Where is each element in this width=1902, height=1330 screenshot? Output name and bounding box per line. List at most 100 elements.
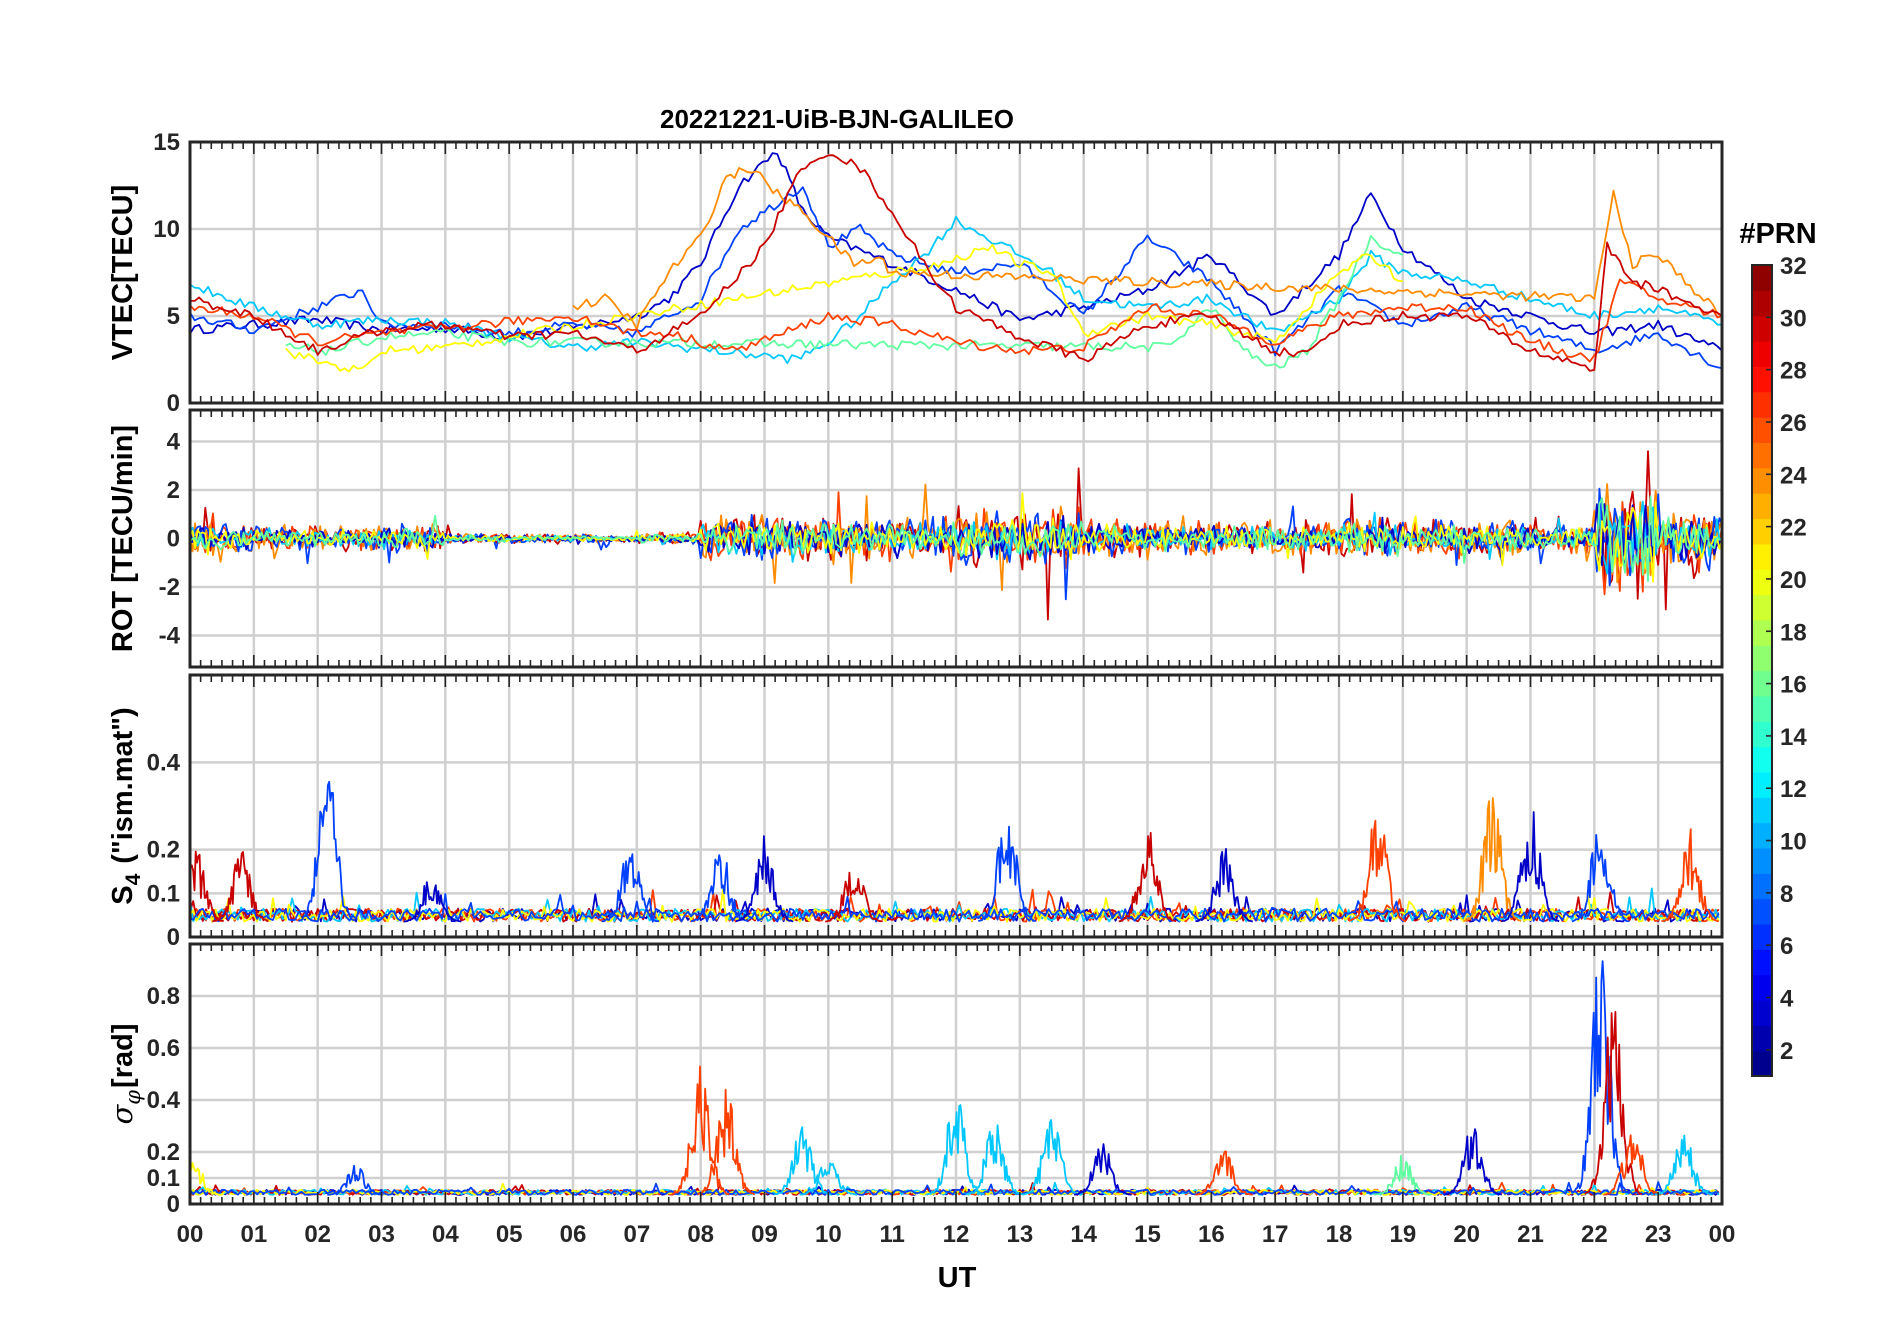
- panel-s4: 0 0.1 0.2 0.4S4("ism.mat"): [107, 673, 1724, 951]
- x-axis-label: UT: [938, 1262, 977, 1294]
- colorbar-segment: [1752, 949, 1772, 976]
- chart-title: 20221221-UiB-BJN-GALILEO: [660, 104, 1014, 134]
- baseline-trace: [190, 893, 1720, 923]
- y-tick-label: 10: [153, 216, 180, 243]
- x-tick-label: 09: [751, 1221, 778, 1248]
- panel-sigma-phi: 00.10.2 0.4 0.6 0.8σφ[rad]: [105, 942, 1724, 1218]
- y-tick-label: 4: [167, 429, 181, 456]
- colorbar-segment: [1752, 391, 1772, 418]
- colorbar-segment: [1752, 315, 1772, 342]
- rot-trace: [190, 495, 1722, 582]
- y-axis-label-vtec: VTEC[TECU]: [107, 185, 139, 361]
- x-tick-label: 20: [1453, 1221, 1480, 1248]
- burst-trace: [327, 1164, 384, 1196]
- colorbar-segment: [1752, 442, 1772, 469]
- y-tick-label: 0.1: [147, 1165, 180, 1192]
- colorbar-segment: [1752, 518, 1772, 545]
- y-tick-label: 2: [167, 477, 180, 504]
- burst-trace: [1348, 819, 1407, 923]
- colorbar-segment: [1752, 569, 1772, 596]
- y-tick-label: -2: [159, 574, 180, 601]
- y-tick-label: -4: [159, 622, 181, 649]
- x-tick-label: 23: [1645, 1221, 1672, 1248]
- colorbar-segment: [1752, 873, 1772, 900]
- burst-trace: [773, 1126, 832, 1196]
- burst-trace: [1571, 834, 1630, 923]
- y-tick-label: 0.4: [147, 1087, 181, 1114]
- colorbar-segment: [1752, 341, 1772, 367]
- burst-trace: [601, 853, 660, 923]
- vtec-trace-prn-5: [190, 186, 1722, 370]
- burst-trace: [735, 835, 794, 923]
- vtec-trace-prn-30: [190, 154, 1722, 372]
- burst-trace: [1195, 1150, 1253, 1196]
- y-tick-label: 0.8: [147, 983, 180, 1010]
- colorbar-segment: [1752, 670, 1772, 697]
- x-tick-label: 02: [304, 1221, 331, 1248]
- x-tick-label: 13: [1006, 1221, 1033, 1248]
- colorbar-segment: [1752, 746, 1772, 773]
- y-axis-label-sigma_phi: σφ[rad]: [105, 1024, 145, 1125]
- colorbar-segment: [1752, 695, 1772, 722]
- axes-frame: [188, 942, 1724, 1206]
- vtec-trace-prn-11: [190, 215, 1722, 365]
- burst-trace: [1444, 1128, 1503, 1196]
- colorbar-tick-label: 2: [1780, 1038, 1793, 1065]
- x-tick-label: 21: [1517, 1221, 1544, 1248]
- y-tick-label: 5: [167, 303, 180, 330]
- colorbar-title: #PRN: [1739, 218, 1816, 250]
- y-tick-label: 0: [167, 526, 180, 553]
- burst-trace: [799, 1162, 858, 1196]
- x-tick-label: 16: [1198, 1221, 1225, 1248]
- burst-trace: [1584, 1011, 1643, 1195]
- burst-trace: [1603, 1134, 1662, 1196]
- baseline-trace: [190, 1181, 1719, 1196]
- colorbar-tick-label: 18: [1780, 619, 1807, 646]
- burst-trace: [1195, 848, 1254, 923]
- x-tick-label: 05: [496, 1221, 523, 1248]
- colorbar-tick-label: 20: [1780, 567, 1807, 594]
- colorbar-segment: [1752, 493, 1772, 520]
- colorbar-segment: [1752, 594, 1772, 621]
- burst-trace: [978, 825, 1037, 923]
- burst-trace: [1074, 1143, 1132, 1196]
- colorbar-segment: [1752, 265, 1772, 291]
- colorbar-segment: [1752, 923, 1772, 950]
- burst-trace: [697, 1088, 756, 1196]
- colorbar-segment: [1752, 467, 1772, 494]
- burst-trace: [190, 1162, 221, 1196]
- colorbar-tick-label: 32: [1780, 253, 1807, 280]
- burst-trace: [190, 850, 225, 923]
- x-tick-label: 12: [943, 1221, 970, 1248]
- x-tick-label: 17: [1262, 1221, 1289, 1248]
- vtec-trace-prn-20: [285, 243, 1403, 373]
- burst-trace: [927, 1104, 985, 1196]
- colorbar-tick-label: 22: [1780, 515, 1807, 542]
- burst-trace: [965, 1124, 1024, 1196]
- colorbar-frame: [1751, 264, 1773, 1077]
- y-axis-label-s4: S4("ism.mat"): [107, 707, 145, 904]
- vtec-trace-prn-2: [190, 152, 1722, 352]
- x-tick-label: 00: [1709, 1221, 1736, 1248]
- colorbar-tick-label: 14: [1780, 724, 1807, 751]
- burst-trace: [671, 1065, 730, 1196]
- traces: [190, 450, 1722, 621]
- x-tick-label: 18: [1326, 1221, 1353, 1248]
- axes-frame: [188, 408, 1724, 669]
- x-tick-label: 08: [687, 1221, 714, 1248]
- colorbar-segment: [1752, 721, 1772, 748]
- y-tick-label: 0: [167, 924, 180, 951]
- colorbar-segment: [1752, 822, 1772, 849]
- colorbar-segment: [1752, 645, 1772, 672]
- burst-trace: [1654, 1134, 1713, 1196]
- colorbar-segment: [1752, 417, 1772, 444]
- colorbar-segment: [1752, 1025, 1772, 1052]
- burst-trace: [212, 851, 269, 923]
- y-tick-label: 0: [167, 390, 180, 417]
- x-tick-label: 15: [1134, 1221, 1161, 1248]
- colorbar-segment: [1752, 847, 1772, 874]
- colorbar-segment: [1752, 974, 1772, 1001]
- x-tick-label: 07: [623, 1221, 650, 1248]
- traces: [190, 152, 1722, 373]
